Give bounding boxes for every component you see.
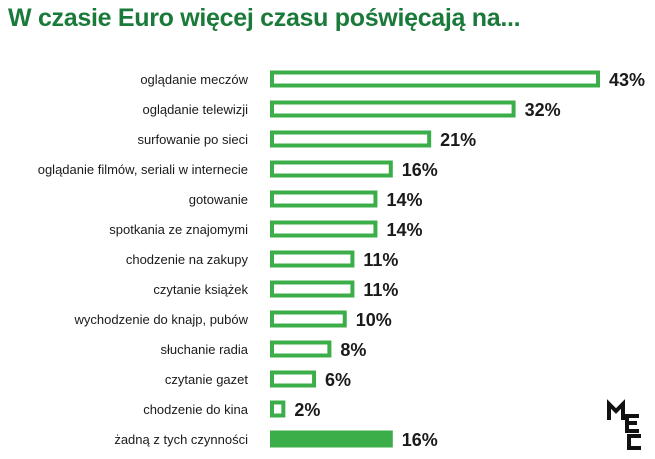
category-label: gotowanie [189,192,248,207]
value-label: 2% [294,400,320,420]
value-label: 11% [363,280,398,300]
bar [270,190,378,208]
category-label: wychodzenie do knajp, pubów [74,312,249,327]
bar [270,70,600,88]
bar [270,160,393,178]
value-label: 16% [402,430,438,450]
value-label: 32% [525,100,561,120]
bar [270,400,286,418]
bar [270,100,516,118]
bar [270,250,355,268]
category-label: słuchanie radia [161,342,249,357]
chart-title: W czasie Euro więcej czasu poświęcają na… [8,4,521,32]
mec-logo-mark [607,399,641,450]
value-label: 6% [325,370,351,390]
value-label: 43% [609,70,645,90]
category-label: oglądanie telewizji [142,102,248,117]
mec-logo-icon [607,399,641,450]
bar [270,280,355,298]
bar [270,130,432,148]
bar [270,370,317,388]
value-label: 14% [386,220,422,240]
value-label: 8% [340,340,366,360]
category-label: chodzenie do kina [143,402,249,417]
bar [270,340,332,358]
category-label: czytanie książek [153,282,248,297]
category-label: oglądanie meczów [140,72,248,87]
value-label: 16% [402,160,438,180]
category-label: spotkania ze znajomymi [109,222,248,237]
bar [270,310,347,328]
category-label: oglądanie filmów, seriali w internecie [38,162,248,177]
value-label: 14% [386,190,422,210]
category-label: surfowanie po sieci [137,132,248,147]
bar [270,220,378,238]
category-label: chodzenie na zakupy [126,252,249,267]
value-label: 21% [440,130,476,150]
category-label: żadną z tych czynności [114,432,248,447]
value-label: 11% [363,250,398,270]
bar [270,430,393,448]
value-label: 10% [356,310,392,330]
category-label: czytanie gazet [165,372,248,387]
